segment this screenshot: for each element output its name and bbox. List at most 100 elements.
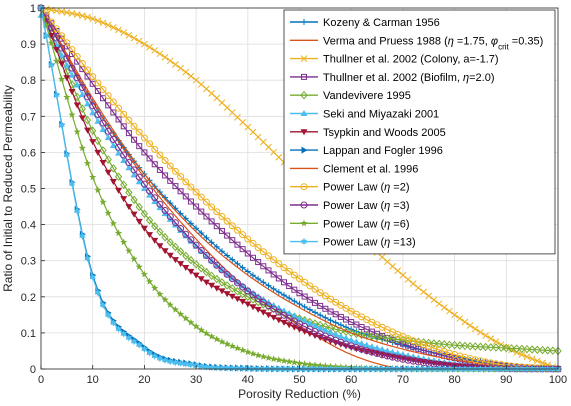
series-marker bbox=[223, 281, 231, 290]
series-marker bbox=[228, 274, 236, 281]
series-marker bbox=[53, 25, 61, 33]
series-marker bbox=[528, 355, 536, 363]
series-marker bbox=[415, 284, 422, 292]
series-marker bbox=[239, 246, 246, 253]
series-marker bbox=[280, 311, 288, 319]
series-marker bbox=[373, 332, 381, 342]
series-marker bbox=[321, 326, 329, 333]
series-marker bbox=[135, 202, 143, 212]
series-marker bbox=[198, 230, 205, 237]
series-marker bbox=[171, 219, 179, 227]
series-marker bbox=[306, 306, 313, 313]
series-marker bbox=[218, 278, 226, 287]
series-marker bbox=[218, 227, 225, 234]
legend-marker bbox=[301, 19, 307, 25]
series-marker bbox=[74, 207, 81, 215]
series-marker bbox=[120, 238, 128, 246]
series-marker bbox=[120, 180, 128, 190]
series-marker bbox=[224, 232, 231, 239]
series-marker bbox=[229, 364, 236, 372]
series-marker bbox=[166, 252, 174, 259]
series-marker bbox=[125, 31, 133, 39]
series-marker bbox=[109, 135, 117, 143]
series-marker bbox=[378, 333, 386, 343]
series-marker bbox=[218, 338, 226, 345]
series-marker bbox=[120, 330, 127, 338]
series-marker bbox=[156, 243, 164, 250]
series-marker bbox=[337, 301, 345, 309]
series-marker bbox=[255, 275, 262, 282]
series-marker bbox=[275, 289, 282, 296]
series-marker bbox=[280, 319, 288, 326]
series-marker bbox=[115, 116, 122, 123]
series-marker bbox=[58, 51, 66, 58]
series-marker bbox=[99, 301, 107, 309]
series-marker bbox=[224, 364, 231, 372]
series-marker bbox=[187, 183, 195, 191]
series-marker bbox=[125, 204, 133, 211]
series-marker bbox=[99, 119, 107, 127]
legend-marker bbox=[300, 129, 308, 136]
series-marker bbox=[244, 268, 251, 275]
series-marker bbox=[140, 185, 148, 191]
series-marker bbox=[167, 177, 174, 184]
series-marker bbox=[450, 340, 459, 350]
x-tick-label: 70 bbox=[397, 374, 409, 386]
series-marker bbox=[290, 317, 298, 325]
series-marker bbox=[94, 289, 101, 297]
series-marker bbox=[78, 91, 86, 98]
series-marker bbox=[131, 136, 138, 143]
series-marker bbox=[228, 109, 236, 116]
series-marker bbox=[187, 268, 195, 275]
series-marker bbox=[290, 358, 298, 366]
series-marker bbox=[327, 295, 335, 303]
series-marker bbox=[259, 309, 267, 316]
series-marker bbox=[394, 267, 402, 275]
series-marker bbox=[296, 326, 303, 333]
series-marker bbox=[399, 351, 407, 358]
series-marker bbox=[208, 363, 215, 372]
series-marker bbox=[228, 342, 236, 350]
series-marker bbox=[456, 315, 464, 322]
series-marker bbox=[104, 21, 112, 29]
series-marker bbox=[177, 173, 185, 181]
x-tick-label: 100 bbox=[549, 374, 567, 386]
series-marker bbox=[120, 29, 128, 36]
series-marker bbox=[187, 318, 195, 326]
series-marker bbox=[544, 346, 552, 355]
legend-label: Thullner et al. 2002 (Biofilm, η=2.0) bbox=[323, 72, 495, 84]
series-marker bbox=[290, 271, 298, 279]
series-marker bbox=[146, 277, 154, 285]
series-marker bbox=[130, 211, 138, 218]
series-marker bbox=[332, 330, 340, 337]
series-marker bbox=[172, 183, 179, 190]
series-marker bbox=[151, 352, 158, 360]
series-marker bbox=[332, 298, 340, 306]
series-marker bbox=[100, 95, 107, 102]
series-marker bbox=[120, 157, 128, 164]
series-marker bbox=[224, 252, 231, 259]
series-marker bbox=[487, 335, 495, 342]
series-marker bbox=[84, 66, 92, 74]
series-marker bbox=[502, 343, 510, 353]
series-marker bbox=[260, 279, 267, 286]
series-marker bbox=[99, 160, 107, 167]
series-marker bbox=[202, 279, 210, 286]
series-marker bbox=[63, 75, 71, 82]
series-marker bbox=[290, 312, 298, 319]
series-marker bbox=[218, 266, 226, 274]
legend-label: Thullner et al. 2002 (Colony, a=-1.7) bbox=[323, 54, 499, 66]
series-marker bbox=[171, 242, 180, 252]
series-marker bbox=[161, 295, 169, 303]
series-marker bbox=[208, 203, 216, 211]
series-marker bbox=[213, 285, 221, 292]
series-marker bbox=[352, 338, 360, 345]
legend-marker bbox=[300, 219, 308, 227]
series-marker bbox=[213, 364, 220, 372]
series-marker bbox=[94, 186, 102, 194]
series-marker bbox=[347, 307, 355, 315]
series-marker bbox=[115, 187, 123, 194]
legend: Kozeny & Carman 1956 Verma and Pruess 198… bbox=[283, 9, 556, 255]
legend-item: Seki and Miyazaki 2001 bbox=[290, 109, 439, 121]
